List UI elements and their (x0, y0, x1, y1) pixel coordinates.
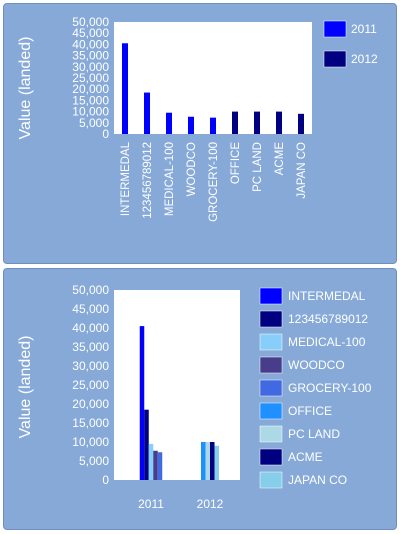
legend-label-acme: ACME (288, 450, 323, 464)
chart-panel-by-year: 0 5,000 10,000 15,000 20,000 25,000 30,000 35,0… (3, 268, 397, 530)
legend-swatch-acme (259, 448, 283, 466)
legend-swatch-japan-co (259, 471, 283, 489)
bar-123456789012-2011 (144, 409, 149, 480)
legend-label-2011: 2011 (351, 22, 377, 36)
bar-2012-japan-co (298, 113, 304, 134)
bar-acme-2012 (210, 442, 215, 480)
y-tick-label: 10,000 (72, 105, 109, 119)
bar-2011-grocery-100 (210, 117, 216, 134)
bar-2012-office (232, 111, 238, 134)
legend-label-123456789012: 123456789012 (288, 312, 368, 326)
legend-swatch-2012 (323, 50, 347, 68)
x-tick-label-office: OFFICE (230, 142, 242, 184)
y-tick-label: 10,000 (72, 435, 109, 449)
y-tick-label: 5,000 (79, 116, 109, 130)
x-tick-label-pc-land: PC LAND (252, 142, 264, 192)
bar-office-2012 (201, 442, 206, 480)
y-tick-label: 25,000 (72, 378, 109, 392)
y-tick-label: 30,000 (72, 359, 109, 373)
bar-chart-by-year: 0 5,000 10,000 15,000 20,000 25,000 30,000 35,0… (17, 283, 372, 511)
y-tick-label: 45,000 (72, 302, 109, 316)
bar-woodco-2011 (153, 450, 158, 480)
x-tick-label-japan-co: JAPAN CO (296, 142, 308, 199)
x-tick-label-grocery-100: GROCERY-100 (208, 142, 220, 222)
x-tick-label-medical-100: MEDICAL-100 (164, 142, 176, 216)
x-tick-label-acme: ACME (274, 142, 286, 176)
y-tick-label: 25,000 (72, 71, 109, 85)
bar-2012-acme (276, 111, 282, 134)
bar-japan-co-2012 (214, 445, 219, 480)
bar-chart-by-company: 05,00010,00015,00020,00025,00030,00035,0… (17, 15, 378, 222)
legend-swatch-intermedal (259, 287, 283, 305)
y-tick-label: 20,000 (72, 397, 109, 411)
legend-label-woodco: WOODCO (288, 358, 345, 372)
x-tick-label-intermedal: INTERMEDAL (120, 141, 132, 216)
bar-grocery-100-2011 (157, 452, 163, 480)
legend-swatch-123456789012 (259, 310, 283, 328)
bar-pc-land-2012 (205, 442, 210, 480)
y-tick-label: 20,000 (72, 82, 109, 96)
legend-swatch-woodco (259, 356, 283, 374)
x-tick-label-2011: 2011 (138, 497, 164, 511)
y-tick-label: 30,000 (72, 60, 109, 74)
y-tick-label: 45,000 (72, 26, 109, 40)
chart-panel-by-company: 0 5,000 10,000 15,000 20,000 25,000 30,000 35,0… (3, 3, 397, 264)
legend-label-medical-100: MEDICAL-100 (288, 335, 366, 349)
plot-area (114, 290, 240, 480)
bar-intermedal-2011 (139, 326, 145, 480)
legend-swatch-2011 (323, 20, 347, 38)
legend-label-grocery-100: GROCERY-100 (288, 381, 372, 395)
bar-2011-medical-100 (166, 112, 172, 134)
y-tick-label: 40,000 (72, 321, 109, 335)
y-tick-label: 40,000 (72, 37, 109, 51)
bar-2011-123456789012 (144, 92, 150, 134)
plot-area (114, 22, 312, 134)
bar-2011-woodco (188, 116, 194, 134)
y-tick-label: 35,000 (72, 340, 109, 354)
legend-swatch-grocery-100 (259, 379, 283, 397)
y-tick-label: 50,000 (72, 283, 109, 297)
bar-2011-intermedal (122, 43, 128, 134)
legend-label-japan-co: JAPAN CO (288, 473, 347, 487)
legend-swatch-office (259, 402, 283, 420)
bar-2012-pc-land (254, 111, 260, 134)
y-tick-label: 15,000 (72, 416, 109, 430)
legend-swatch-pc-land (259, 425, 283, 443)
y-tick-label: 35,000 (72, 49, 109, 63)
y-tick-label: 15,000 (72, 93, 109, 107)
legend-label-pc-land: PC LAND (288, 427, 340, 441)
y-axis-label: Value (landed) (17, 37, 34, 140)
legend-label-2012: 2012 (351, 52, 378, 66)
y-axis-label: Value (landed) (17, 336, 34, 439)
y-tick-label: 50,000 (72, 15, 109, 29)
bar-medical-100-2011 (148, 443, 154, 480)
x-tick-label-2012: 2012 (197, 497, 224, 511)
x-tick-label-woodco: WOODCO (186, 142, 198, 196)
y-tick-label: 0 (102, 127, 109, 141)
legend-label-intermedal: INTERMEDAL (288, 289, 366, 303)
y-tick-label: 0 (102, 473, 109, 487)
x-tick-label-123456789012: 123456789012 (142, 142, 154, 219)
legend-label-office: OFFICE (288, 404, 332, 418)
legend-swatch-medical-100 (259, 333, 283, 351)
y-tick-label: 5,000 (79, 454, 109, 468)
